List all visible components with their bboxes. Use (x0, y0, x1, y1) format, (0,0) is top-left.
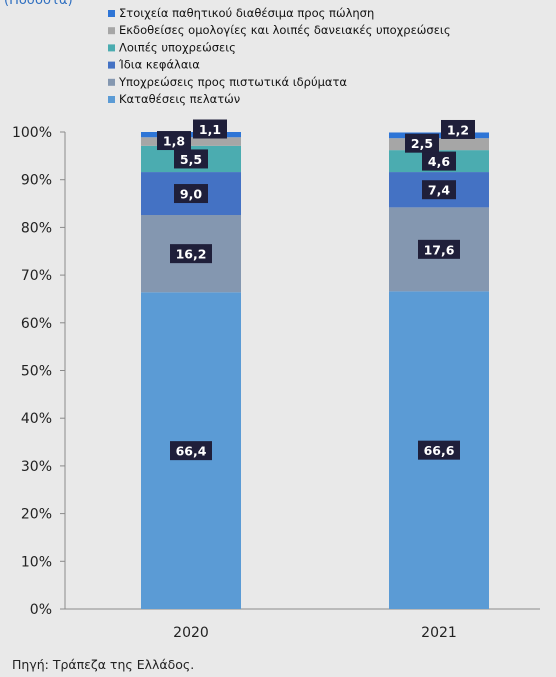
legend-swatch (108, 61, 115, 69)
legend-label: Υποχρεώσεις προς πιστωτικά ιδρύματα (118, 75, 347, 89)
legend-swatch (108, 78, 115, 86)
y-tick-label: 60% (21, 316, 52, 332)
legend-swatch (108, 96, 115, 103)
data-label-box (418, 440, 460, 460)
data-label: 17,6 (424, 242, 455, 257)
y-tick-label: 0% (30, 602, 52, 618)
data-label-box (193, 119, 227, 139)
legend-label: Στοιχεία παθητικού διαθέσιμα προς πώληση (119, 6, 374, 20)
legend-swatch (108, 44, 115, 52)
data-label: 1,2 (447, 122, 469, 137)
data-label-box (422, 151, 456, 171)
data-label-box (441, 119, 475, 139)
data-label: 1,8 (163, 134, 185, 149)
y-tick-label: 90% (21, 173, 52, 189)
data-label-box (405, 133, 439, 153)
data-label: 2,5 (411, 136, 433, 151)
chart-subtitle-fragment: (Ποσοστά) (4, 0, 73, 8)
y-tick-label: 70% (21, 268, 52, 284)
legend-label: Ίδια κεφάλαια (118, 58, 200, 72)
data-label-box (422, 180, 456, 200)
x-tick-label: 2021 (421, 625, 457, 641)
data-label: 16,2 (176, 247, 207, 262)
y-tick-label: 30% (21, 459, 52, 475)
source-note: Πηγή: Τράπεζα της Ελλάδος. (12, 657, 195, 672)
legend-swatch (108, 10, 115, 17)
y-tick-label: 40% (21, 411, 52, 427)
data-label-box (174, 184, 208, 204)
data-label-box (157, 131, 191, 151)
y-tick-label: 20% (21, 507, 52, 523)
data-label: 9,0 (180, 187, 202, 202)
data-label: 5,5 (180, 152, 202, 167)
data-label-box (170, 244, 212, 264)
data-label-box (418, 239, 460, 259)
data-label: 7,4 (428, 183, 450, 198)
x-tick-label: 2020 (173, 625, 209, 641)
legend-label: Καταθέσεις πελατών (119, 92, 240, 106)
y-tick-label: 80% (21, 220, 52, 236)
legend-label: Λοιπές υποχρεώσεις (119, 40, 236, 54)
data-label: 66,4 (176, 444, 207, 459)
data-label-box (174, 149, 208, 169)
data-label: 66,6 (424, 443, 455, 458)
legend-label: Εκδοθείσες ομολογίες και λοιπές δανειακέ… (119, 23, 451, 37)
y-tick-label: 50% (21, 364, 52, 380)
data-label: 1,1 (199, 122, 221, 137)
legend-swatch (108, 27, 115, 35)
y-tick-label: 100% (12, 125, 52, 141)
y-tick-label: 10% (21, 554, 52, 570)
data-label-box (170, 441, 212, 461)
data-label: 4,6 (428, 154, 450, 169)
